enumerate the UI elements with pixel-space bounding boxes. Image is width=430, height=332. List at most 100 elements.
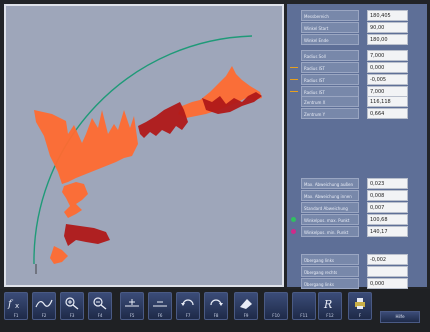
panel-row-label: Winkelpos. max. Punkt <box>301 214 359 225</box>
panel-row-value[interactable]: 140,17 <box>367 226 408 237</box>
panel-row-value[interactable]: 0,000 <box>367 62 408 73</box>
series-marker-dot <box>291 229 296 234</box>
panel-row-value[interactable]: -0,002 <box>367 254 408 265</box>
add-point-button[interactable]: F5 <box>120 292 144 320</box>
fx-button[interactable]: f x F1 <box>4 292 28 320</box>
panel-row: Messbereich 180,405 <box>287 10 427 21</box>
panel-row-label: Max. Abweichung außen <box>301 178 359 189</box>
svg-text:f: f <box>7 299 14 310</box>
help-button[interactable]: Hilfe <box>380 311 420 323</box>
rotate-right-button[interactable]: F8 <box>204 292 228 320</box>
panel-row-value[interactable]: 0,023 <box>367 178 408 189</box>
print-icon <box>355 298 365 309</box>
button-key-label: F4 <box>97 313 103 318</box>
radius-button[interactable]: R F12 <box>318 292 342 320</box>
panel-row-label: Winkelpos. min. Punkt <box>301 226 359 237</box>
panel-row: Winkelpos. min. Punkt 140,17 <box>287 226 427 237</box>
zoom-in-button[interactable]: F3 <box>60 292 84 320</box>
panel-row-label: Radius IST <box>301 62 359 73</box>
panel-row-value[interactable]: 180,405 <box>367 10 408 21</box>
panel-row: Max. Abweichung innen 0,008 <box>287 190 427 201</box>
measurement-panel: Messbereich 180,405 Winkel Start 90,00 Winke… <box>287 4 427 289</box>
panel-row-value[interactable] <box>367 266 408 277</box>
panel-row-label: Standard Abweichung <box>301 202 359 213</box>
add-point-icon <box>125 299 139 307</box>
remove-point-icon <box>153 301 167 307</box>
panel-row-label: Übergang links <box>301 254 359 265</box>
zoom-out-button[interactable]: F4 <box>88 292 112 320</box>
panel-row: Max. Abweichung außen 0,023 <box>287 178 427 189</box>
button-key-label: F5 <box>129 313 135 318</box>
profile-deviation-lower <box>62 182 88 218</box>
button-key-label: F1 <box>13 313 19 318</box>
panel-row-label: Übergang links <box>301 278 359 289</box>
panel-row-value[interactable]: 7,000 <box>367 50 408 61</box>
rotate-left-button[interactable]: F7 <box>176 292 200 320</box>
f11-button[interactable]: F11 <box>292 292 316 320</box>
button-key-label: F8 <box>213 313 219 318</box>
panel-row-label: Winkel Start <box>301 22 359 33</box>
nominal-radius-arc <box>33 35 253 265</box>
panel-row-value[interactable]: 0,008 <box>367 190 408 201</box>
contour-plot-svg <box>6 6 282 285</box>
panel-row-label: Messbereich <box>301 10 359 21</box>
panel-row-label: Radius Soll <box>301 50 359 61</box>
panel-row-value[interactable]: 0,000 <box>367 278 408 289</box>
panel-row: Radius Soll 7,000 <box>287 50 427 61</box>
remove-point-button[interactable]: F6 <box>148 292 172 320</box>
panel-row-label: Zentrum Y <box>301 108 359 119</box>
panel-row: Radius IST 0,000 <box>287 62 427 73</box>
function-key-toolbar: Hilfe f x F1 F2 F3 F4 F5 F6 F7 F8 F9 F10 F11 R F12 F <box>0 289 430 332</box>
panel-row-value[interactable]: 0,007 <box>367 202 408 213</box>
panel-row: Zentrum Y 0,664 <box>287 108 427 119</box>
panel-row-value[interactable]: 180,00 <box>367 34 408 45</box>
rotate-right-icon <box>210 299 223 306</box>
panel-row-label: Zentrum X <box>301 96 359 107</box>
radius-icon: R <box>323 298 332 310</box>
series-marker-dash <box>290 67 298 68</box>
button-key-label: F9 <box>243 313 249 318</box>
button-key-label: F <box>358 313 362 318</box>
panel-row: Zentrum X 116,118 <box>287 96 427 107</box>
panel-row-label: Max. Abweichung innen <box>301 190 359 201</box>
panel-row-value[interactable]: 100,68 <box>367 214 408 225</box>
series-marker-dash <box>290 79 298 80</box>
profile-deviation-inner <box>138 102 188 138</box>
panel-row-label: Winkel Ende <box>301 34 359 45</box>
panel-row-value[interactable]: -0,005 <box>367 74 408 85</box>
button-key-label: F10 <box>272 313 280 318</box>
series-marker-dot <box>291 217 296 222</box>
curve-icon <box>35 299 53 308</box>
svg-text:R: R <box>323 298 332 310</box>
panel-row: Winkelpos. max. Punkt 100,68 <box>287 214 427 225</box>
button-key-label: F6 <box>157 313 163 318</box>
panel-row-value[interactable]: 116,118 <box>367 96 408 107</box>
panel-row: Übergang links -0,002 <box>287 254 427 265</box>
profile-deviation-lower-inner <box>64 224 110 246</box>
panel-row: Standard Abweichung 0,007 <box>287 202 427 213</box>
button-key-label: F12 <box>326 313 334 318</box>
panel-row: Übergang rechts <box>287 266 427 277</box>
panel-row-label: Radius IST <box>301 74 359 85</box>
eraser-button[interactable]: F9 <box>234 292 258 320</box>
curve-button[interactable]: F2 <box>32 292 56 320</box>
panel-row-label: Übergang rechts <box>301 266 359 277</box>
eraser-icon <box>240 299 252 309</box>
panel-row-value[interactable]: 0,664 <box>367 108 408 119</box>
contour-plot[interactable] <box>4 4 284 287</box>
zoom-in-icon <box>65 297 79 310</box>
panel-row: Übergang links 0,000 <box>287 278 427 289</box>
rotate-left-icon <box>181 299 194 306</box>
f10-button[interactable]: F10 <box>264 292 288 320</box>
panel-row-value[interactable]: 90,00 <box>367 22 408 33</box>
series-marker-dash <box>290 91 298 92</box>
panel-row: Winkel Ende 180,00 <box>287 34 427 45</box>
panel-row: Radius IST -0,005 <box>287 74 427 85</box>
profile-deviation-upper <box>178 66 262 118</box>
button-key-label: F11 <box>300 313 308 318</box>
print-button[interactable]: F <box>348 292 372 320</box>
profile-deviation-outer <box>34 110 138 184</box>
button-key-label: F7 <box>185 313 191 318</box>
button-key-label: F2 <box>41 313 47 318</box>
panel-row: Winkel Start 90,00 <box>287 22 427 33</box>
